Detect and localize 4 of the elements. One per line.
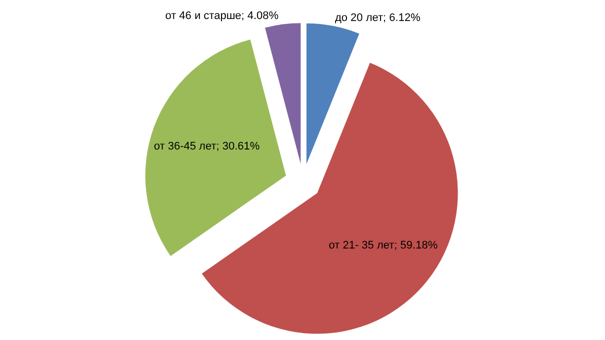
slice-label: от 21- 35 лет; 59.18% — [328, 240, 438, 252]
slice-label: до 20 лет; 6.12% — [334, 12, 421, 24]
slice-label: от 36-45 лет; 30.61% — [154, 140, 260, 152]
slice-label: от 46 и старше; 4.08% — [165, 10, 279, 22]
